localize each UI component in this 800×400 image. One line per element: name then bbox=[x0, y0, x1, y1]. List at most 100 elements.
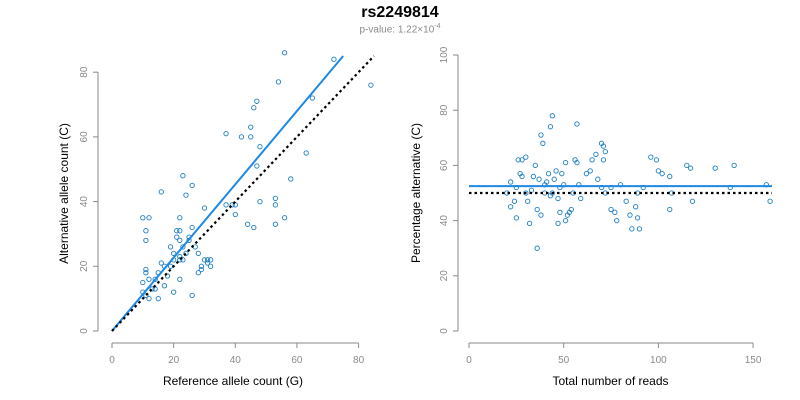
data-point bbox=[192, 244, 198, 250]
data-point bbox=[659, 171, 665, 177]
y-tick-label: 100 bbox=[439, 46, 450, 63]
data-point bbox=[534, 245, 540, 251]
x-tick-label: 40 bbox=[230, 355, 242, 366]
data-point bbox=[667, 206, 673, 213]
data-point bbox=[602, 148, 608, 155]
data-point bbox=[578, 195, 584, 202]
data-point bbox=[146, 295, 152, 302]
data-point bbox=[508, 179, 514, 185]
data-point bbox=[167, 263, 174, 269]
data-point bbox=[633, 204, 639, 210]
data-point bbox=[553, 168, 559, 174]
data-point bbox=[238, 134, 245, 140]
data-point bbox=[177, 257, 183, 263]
data-point bbox=[232, 211, 238, 218]
data-point bbox=[189, 292, 195, 299]
data-point bbox=[223, 130, 229, 137]
y-tick-label: 80 bbox=[79, 66, 90, 78]
data-point bbox=[170, 250, 177, 257]
data-point bbox=[655, 168, 662, 174]
data-point bbox=[140, 215, 146, 221]
data-point bbox=[158, 189, 164, 195]
data-point bbox=[712, 165, 718, 171]
data-point bbox=[248, 134, 254, 140]
x-axis-title: Reference allele count (G) bbox=[163, 374, 303, 388]
data-point bbox=[540, 140, 546, 146]
data-point bbox=[303, 150, 309, 156]
x-tick-label: 0 bbox=[109, 355, 115, 366]
data-point bbox=[511, 198, 518, 204]
x-tick-label: 50 bbox=[558, 355, 570, 366]
data-point bbox=[608, 206, 614, 213]
data-point bbox=[551, 176, 557, 182]
data-point bbox=[143, 266, 149, 273]
data-point bbox=[180, 257, 186, 263]
data-point bbox=[525, 198, 531, 204]
data-point bbox=[201, 205, 208, 211]
data-point bbox=[648, 154, 654, 160]
data-point bbox=[254, 163, 260, 169]
data-point bbox=[627, 212, 633, 218]
x-tick-label: 20 bbox=[168, 355, 180, 366]
data-point bbox=[636, 226, 643, 232]
data-point bbox=[587, 168, 593, 174]
x-tick-label: 150 bbox=[745, 355, 762, 366]
data-point bbox=[532, 162, 538, 169]
x-tick-label: 0 bbox=[466, 355, 472, 366]
data-point bbox=[530, 173, 537, 180]
data-point bbox=[140, 279, 146, 286]
data-point bbox=[152, 286, 158, 292]
data-point bbox=[368, 82, 374, 88]
data-point bbox=[583, 171, 590, 177]
data-point bbox=[549, 190, 555, 196]
data-point bbox=[254, 98, 260, 104]
x-tick-label: 100 bbox=[650, 355, 667, 366]
data-point bbox=[523, 190, 529, 196]
data-point bbox=[177, 228, 183, 234]
data-point bbox=[183, 192, 189, 198]
data-point bbox=[623, 198, 629, 204]
data-point bbox=[574, 159, 580, 166]
data-point bbox=[180, 244, 186, 250]
data-point bbox=[534, 206, 540, 213]
data-point bbox=[204, 260, 211, 266]
data-point bbox=[562, 217, 569, 224]
data-point bbox=[207, 257, 214, 263]
data-point bbox=[201, 257, 208, 263]
y-axis-title: Percentage alternative (C) bbox=[409, 123, 423, 263]
data-point bbox=[198, 263, 205, 269]
data-point bbox=[684, 162, 690, 169]
data-point bbox=[600, 157, 607, 163]
x-tick-label: 80 bbox=[353, 355, 365, 366]
data-point bbox=[183, 250, 189, 257]
data-point bbox=[174, 228, 180, 234]
data-point bbox=[562, 159, 569, 166]
data-point bbox=[180, 173, 186, 179]
data-point bbox=[523, 154, 529, 160]
data-point bbox=[687, 165, 694, 171]
data-point bbox=[281, 50, 288, 56]
data-point bbox=[177, 276, 183, 282]
data-point bbox=[612, 209, 618, 215]
data-point bbox=[174, 234, 180, 240]
data-point bbox=[508, 204, 514, 210]
data-point bbox=[331, 56, 337, 62]
data-point bbox=[146, 276, 152, 282]
data-point bbox=[557, 209, 563, 215]
data-point bbox=[143, 237, 149, 244]
data-point bbox=[549, 113, 555, 119]
data-point bbox=[149, 286, 155, 292]
data-point bbox=[161, 283, 168, 289]
data-point bbox=[251, 224, 257, 231]
data-point bbox=[547, 124, 554, 130]
data-point bbox=[595, 176, 601, 182]
data-point bbox=[653, 157, 660, 163]
data-point bbox=[195, 250, 201, 257]
data-point bbox=[288, 176, 294, 182]
data-point bbox=[143, 270, 149, 276]
data-point bbox=[204, 257, 211, 263]
fit-line bbox=[111, 55, 344, 332]
data-point bbox=[559, 171, 565, 177]
data-point bbox=[536, 176, 542, 182]
